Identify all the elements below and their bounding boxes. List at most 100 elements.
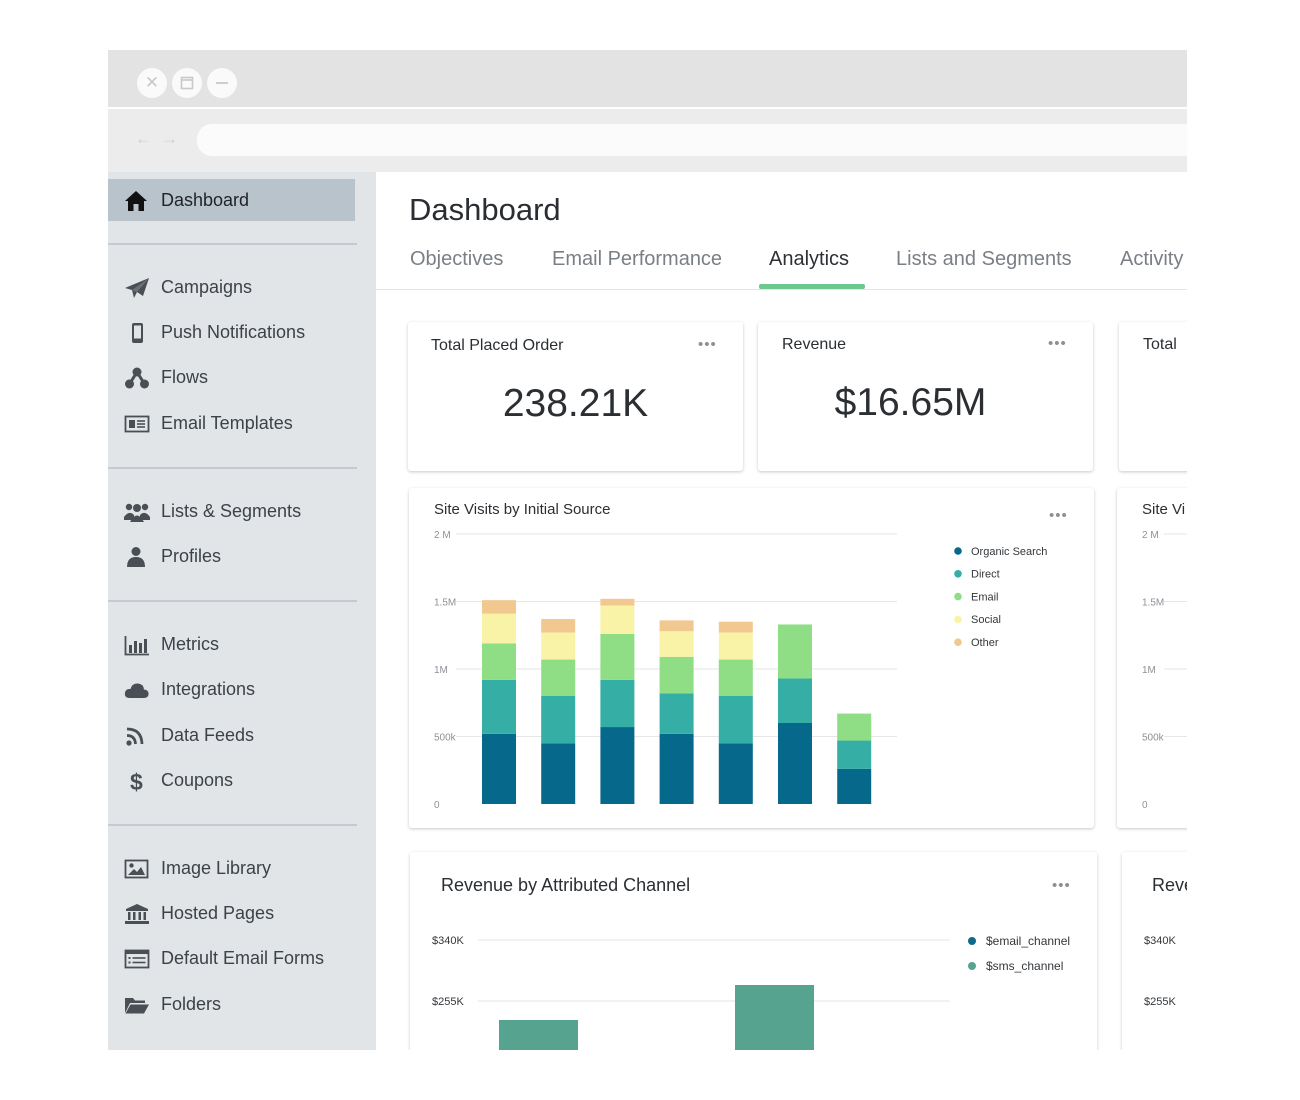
sidebar-item-coupons[interactable]: $ Coupons bbox=[108, 759, 355, 801]
forward-arrow-icon[interactable]: → bbox=[161, 129, 178, 148]
bar-sms-channel bbox=[735, 985, 814, 1050]
sidebar-item-hosted-pages[interactable]: Hosted Pages bbox=[108, 892, 355, 934]
bar-segment bbox=[659, 656, 694, 694]
sidebar-divider bbox=[108, 824, 357, 826]
y-tick-label: $255K bbox=[1144, 996, 1176, 1008]
sidebar-item-push-notifications[interactable]: Push Notifications bbox=[108, 311, 355, 353]
home-icon bbox=[124, 190, 150, 212]
sidebar-item-label: Campaigns bbox=[161, 277, 253, 297]
title-bar: ✕ bbox=[108, 50, 1187, 107]
sidebar-item-label: Folders bbox=[161, 994, 222, 1014]
close-icon[interactable]: ✕ bbox=[137, 68, 167, 98]
bar-segment bbox=[482, 600, 516, 614]
bar-segment bbox=[541, 743, 576, 804]
tab-lists-and-segments[interactable]: Lists and Segments bbox=[896, 248, 1072, 270]
bar-segment bbox=[482, 733, 516, 804]
y-tick-label: $340K bbox=[1144, 935, 1176, 947]
sidebar-item-email-templates[interactable]: Email Templates bbox=[108, 402, 355, 444]
bar-sms-channel bbox=[499, 1020, 578, 1050]
legend-marker bbox=[954, 638, 962, 646]
minimize-icon[interactable] bbox=[207, 68, 237, 98]
sidebar-item-flows[interactable]: Flows bbox=[108, 356, 355, 398]
legend-label: Social bbox=[971, 614, 1001, 626]
legend-marker bbox=[954, 570, 962, 578]
y-tick-label: 0 bbox=[434, 800, 440, 811]
sidebar-item-campaigns[interactable]: Campaigns bbox=[108, 266, 355, 308]
sidebar-item-label: Metrics bbox=[161, 634, 219, 654]
sidebar-item-label: Profiles bbox=[161, 546, 222, 566]
card-title: Total Placed Order bbox=[431, 337, 564, 354]
legend-label: Direct bbox=[971, 569, 1000, 581]
bar-segment bbox=[837, 740, 872, 769]
y-tick-label: 500k bbox=[434, 733, 457, 744]
chart-title: Site Vi bbox=[1142, 501, 1186, 518]
sidebar-item-default-email-forms[interactable]: Default Email Forms bbox=[108, 937, 355, 979]
back-arrow-icon[interactable]: ← bbox=[135, 129, 152, 148]
users-icon bbox=[124, 501, 150, 523]
bar-segment bbox=[718, 621, 753, 633]
bar-segment bbox=[718, 632, 753, 660]
bar-segment bbox=[837, 768, 872, 804]
legend-label: Email bbox=[971, 591, 999, 603]
sidebar-item-profiles[interactable]: Profiles bbox=[108, 535, 355, 577]
y-tick-label: 0 bbox=[1142, 800, 1148, 811]
maximize-icon[interactable] bbox=[172, 68, 202, 98]
sidebar-item-integrations[interactable]: Integrations bbox=[108, 668, 355, 710]
page-title: Dashboard bbox=[409, 192, 561, 227]
chart-title: Revenue by Attributed Channel bbox=[441, 875, 691, 895]
y-tick-label: 500k bbox=[1142, 733, 1165, 744]
menu-dots-icon[interactable]: ••• bbox=[1052, 877, 1071, 894]
cloud-icon bbox=[124, 679, 150, 701]
site-visits-card: Site Visits by Initial Source ••• 2 M 1.5… bbox=[409, 488, 1094, 828]
sidebar-item-lists-segments[interactable]: Lists & Segments bbox=[108, 490, 355, 532]
card-title: Revenue bbox=[782, 336, 847, 353]
metric-value: 238.21K bbox=[502, 382, 649, 425]
sidebar-item-dashboard[interactable]: Dashboard bbox=[108, 179, 355, 221]
bar-segment bbox=[659, 620, 694, 632]
y-tick-label: 2 M bbox=[434, 530, 451, 541]
menu-dots-icon[interactable]: ••• bbox=[1049, 507, 1068, 524]
bar-segment bbox=[778, 678, 812, 723]
bar-segment bbox=[659, 733, 694, 804]
menu-dots-icon[interactable]: ••• bbox=[698, 336, 717, 353]
site-visits-chart-partial: 2 M 1.5M 1M 500k 0 bbox=[1142, 530, 1187, 811]
revenue-channel-chart: $340K $255K $email_channel $sms_channel bbox=[432, 934, 1070, 1050]
revenue-card: Revenue ••• $16.65M bbox=[758, 322, 1093, 471]
bar-segment bbox=[778, 624, 812, 679]
folder-open-icon bbox=[124, 994, 150, 1016]
bar-segment bbox=[541, 659, 576, 696]
tab-activity[interactable]: Activity bbox=[1120, 248, 1184, 270]
bar-chart-icon bbox=[124, 634, 150, 656]
sidebar-divider bbox=[108, 467, 357, 469]
sidebar-item-label: Flows bbox=[161, 367, 209, 387]
url-input[interactable] bbox=[197, 124, 1187, 156]
bar-segment bbox=[837, 713, 872, 741]
legend-label: Organic Search bbox=[971, 546, 1047, 558]
menu-dots-icon[interactable]: ••• bbox=[1048, 335, 1067, 352]
mobile-icon bbox=[124, 322, 150, 344]
card-title: Total bbox=[1143, 336, 1177, 353]
tabs-divider bbox=[376, 289, 1187, 290]
y-tick-label: $340K bbox=[432, 935, 464, 947]
sidebar-item-label: Integrations bbox=[161, 679, 256, 699]
tab-email-performance[interactable]: Email Performance bbox=[552, 248, 723, 270]
legend-marker bbox=[954, 547, 962, 555]
sidebar-item-label: Default Email Forms bbox=[161, 948, 325, 968]
tab-analytics[interactable]: Analytics bbox=[769, 248, 850, 270]
image-icon bbox=[124, 858, 150, 880]
revenue-channel-card: Revenue by Attributed Channel ••• $340K $… bbox=[410, 852, 1097, 1050]
sidebar-item-data-feeds[interactable]: Data Feeds bbox=[108, 714, 355, 756]
active-tab-indicator bbox=[759, 284, 865, 289]
sidebar-item-folders[interactable]: Folders bbox=[108, 983, 355, 1025]
bar-segment bbox=[541, 632, 576, 660]
svg-text:$: $ bbox=[130, 770, 143, 794]
sidebar-divider bbox=[108, 243, 357, 245]
y-tick-label: 1.5M bbox=[1142, 598, 1164, 609]
sidebar-item-metrics[interactable]: Metrics bbox=[108, 623, 355, 665]
sidebar-item-label: Dashboard bbox=[161, 190, 250, 210]
sidebar-item-image-library[interactable]: Image Library bbox=[108, 847, 355, 889]
bar-segment bbox=[600, 727, 635, 804]
tab-objectives[interactable]: Objectives bbox=[410, 248, 504, 270]
bar-segment bbox=[718, 743, 753, 804]
flows-icon bbox=[124, 367, 150, 389]
